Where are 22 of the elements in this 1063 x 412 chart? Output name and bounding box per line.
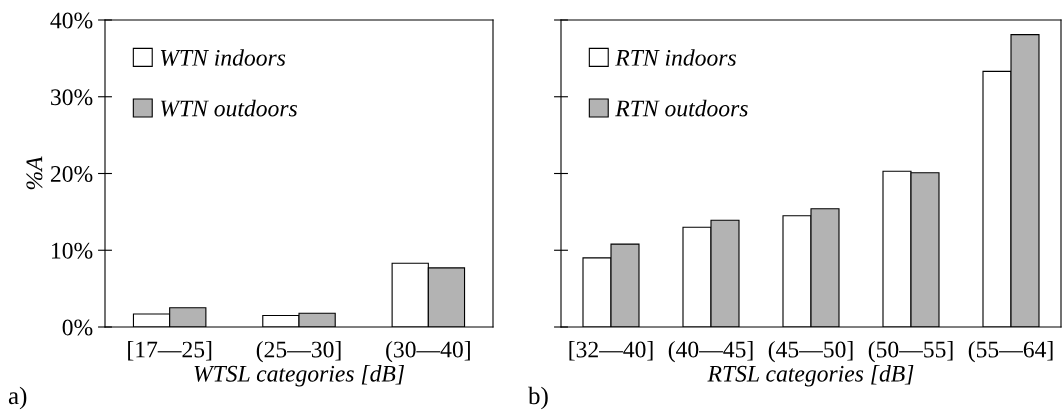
x-tick-label: (25—30] xyxy=(256,340,341,363)
legend-label: WTN indoors xyxy=(160,49,286,66)
x-tick-label: (30—40] xyxy=(386,340,470,363)
y-tick-label: 10% xyxy=(51,242,93,259)
x-tick-label: (40—45] xyxy=(668,340,753,363)
x-tick-label: [32—40] xyxy=(569,340,653,361)
legend-label: WTN outdoors xyxy=(160,99,298,117)
x-axis-title: WTSL categories [dB] xyxy=(194,365,404,387)
y-tick-label: 20% xyxy=(50,165,93,182)
legend-label: RTN outdoors xyxy=(615,99,748,117)
x-axis-title: RTSL categories [dB] xyxy=(707,365,914,387)
x-tick-label: (55—64] xyxy=(968,340,1053,363)
y-tick-label: 40% xyxy=(50,12,93,29)
x-tick-label: (50—55] xyxy=(868,340,953,363)
x-tick-label: (45—50] xyxy=(768,340,853,363)
text: a) xyxy=(8,386,27,410)
y-tick-label: 0% xyxy=(62,319,93,336)
text: b) xyxy=(528,386,548,410)
y-tick-label: 30% xyxy=(51,89,93,106)
legend-label: RTN indoors xyxy=(615,49,736,66)
x-tick-label: [17—25] xyxy=(128,340,212,361)
y-axis-title: %A xyxy=(26,156,43,190)
